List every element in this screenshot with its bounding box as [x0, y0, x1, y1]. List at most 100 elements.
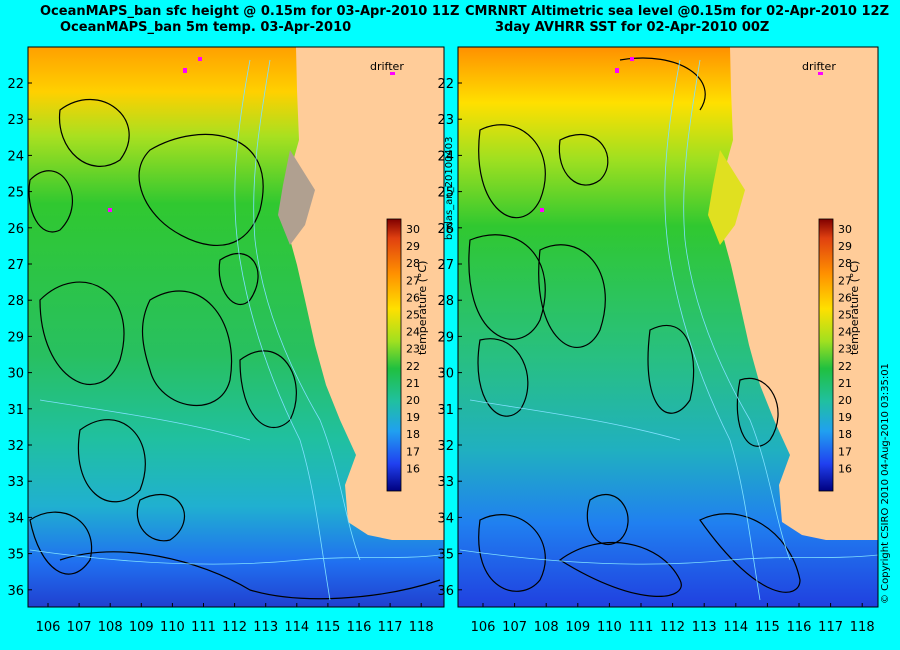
colorbar-tick-label: 20	[838, 394, 852, 407]
lon-tick-label: 109	[565, 620, 590, 635]
drifter-marker	[198, 57, 202, 61]
colorbar-tick-label: 23	[838, 343, 852, 356]
colorbar-tick-label: 27	[406, 274, 420, 287]
left-colorbar-title: temperature (°C)	[416, 260, 429, 355]
right-lat-axis: 22 23 24 25 26 27 28 29 30 31 32 33 34 35 36	[437, 77, 462, 599]
lon-tick-label: 113	[253, 620, 278, 635]
right-map-title: CMRNRT Altimetric sea level @0.15m for 0…	[465, 4, 890, 19]
right-map-subtitle: 3day AVHRR SST for 02-Apr-2010 00Z	[495, 20, 770, 35]
lat-tick-label: 29	[437, 330, 454, 345]
drifter-marker	[818, 72, 823, 75]
colorbar-tick-label: 21	[838, 377, 852, 390]
right-coast-warm	[708, 150, 745, 245]
colorbar-tick-label: 29	[838, 240, 852, 253]
left-land	[286, 47, 444, 540]
lat-tick-label: 25	[437, 186, 454, 201]
right-map: drifter	[458, 47, 878, 607]
lat-tick-label: 25	[7, 186, 24, 201]
right-colorbar-ticks: 30 29 28 27 26 25 24 23 22 21 20 19 18 17 16	[838, 223, 852, 475]
colorbar-tick-label: 19	[838, 411, 852, 424]
lat-tick-label: 33	[7, 475, 24, 490]
lon-tick-label: 106	[36, 620, 61, 635]
left-map-title: OceanMAPS_ban sfc height @ 0.15m for 03-…	[40, 4, 460, 19]
colorbar-tick-label: 30	[838, 223, 852, 236]
lon-tick-label: 111	[191, 620, 216, 635]
lon-tick-label: 108	[98, 620, 123, 635]
lat-tick-label: 35	[7, 548, 24, 563]
left-isobaths	[29, 59, 441, 601]
product-id-label: bodas_an_20100403	[444, 136, 455, 240]
right-contours	[468, 57, 801, 597]
lat-tick-label: 32	[7, 439, 24, 454]
colorbar-tick-label: 25	[838, 309, 852, 322]
left-map: drifter	[28, 47, 444, 607]
left-colorbar: 30 29 28 27 26 25 24 23 22 21 20 19 18 17 16	[386, 218, 420, 492]
lat-tick-label: 34	[437, 511, 454, 526]
lat-tick-label: 27	[7, 258, 24, 273]
colorbar-tick-label: 25	[406, 309, 420, 322]
lon-tick-label: 107	[502, 620, 527, 635]
left-colorbar-ticks: 30 29 28 27 26 25 24 23 22 21 20 19 18 17 16	[406, 223, 420, 475]
right-drifters	[540, 57, 823, 212]
right-colorbar: 30 29 28 27 26 25 24 23 22 21 20 19 18 17 16	[818, 218, 852, 492]
right-isobaths	[459, 59, 878, 601]
lon-tick-label: 114	[284, 620, 309, 635]
colorbar-tick-label: 17	[838, 445, 852, 458]
colorbar-tick-label: 22	[838, 360, 852, 373]
lat-tick-label: 22	[437, 77, 454, 92]
lat-tick-label: 36	[437, 584, 454, 599]
colorbar-tick-label: 27	[838, 274, 852, 287]
lat-tick-label: 29	[7, 330, 24, 345]
drifter-marker	[630, 57, 634, 61]
lon-tick-label: 106	[471, 620, 496, 635]
left-contours	[28, 98, 441, 600]
left-lat-axis: 22 23 24 25 26 27 28 29 30 31 32 33 34 35 36	[7, 77, 32, 599]
colorbar-tick-label: 23	[406, 343, 420, 356]
lon-tick-label: 110	[160, 620, 185, 635]
lat-tick-label: 28	[437, 294, 454, 309]
lat-tick-label: 30	[7, 367, 24, 382]
colorbar-tick-label: 17	[406, 445, 420, 458]
lat-tick-label: 24	[7, 149, 24, 164]
right-colorbar-title: temperature (°C)	[848, 260, 861, 355]
lon-tick-label: 117	[818, 620, 843, 635]
lat-tick-label: 28	[7, 294, 24, 309]
right-drifter-label: drifter	[802, 60, 836, 73]
lat-tick-label: 26	[437, 222, 454, 237]
lat-tick-label: 36	[7, 584, 24, 599]
lat-tick-label: 23	[7, 113, 24, 128]
drifter-marker	[540, 208, 544, 212]
left-map-frame	[27, 46, 445, 608]
colorbar-tick-label: 16	[406, 462, 420, 475]
lat-tick-label: 31	[7, 403, 24, 418]
lat-tick-label: 34	[7, 511, 24, 526]
left-drifter-label: drifter	[370, 60, 404, 73]
right-map-frame	[457, 46, 879, 608]
lon-tick-label: 112	[222, 620, 247, 635]
colorbar-tick-label: 26	[406, 291, 420, 304]
lat-tick-label: 33	[437, 475, 454, 490]
colorbar-tick-label: 21	[406, 377, 420, 390]
lon-tick-label: 108	[534, 620, 559, 635]
colorbar-tick-label: 26	[838, 291, 852, 304]
lat-tick-label: 22	[7, 77, 24, 92]
left-land-shaded	[278, 150, 315, 245]
colorbar-tick-label: 24	[406, 326, 420, 339]
left-drifters	[108, 57, 395, 212]
lat-tick-label: 32	[437, 439, 454, 454]
lon-tick-label: 118	[850, 620, 875, 635]
colorbar-tick-label: 30	[406, 223, 420, 236]
lon-tick-label: 109	[129, 620, 154, 635]
lon-tick-label: 115	[315, 620, 340, 635]
lat-tick-label: 27	[437, 258, 454, 273]
lat-tick-label: 31	[437, 403, 454, 418]
copyright-label: © Copyright CSIRO 2010 04-Aug-2010 03:35…	[880, 363, 891, 604]
lon-tick-label: 114	[723, 620, 748, 635]
lon-tick-label: 110	[597, 620, 622, 635]
left-colorbar-ramp	[386, 218, 402, 492]
lat-tick-label: 24	[437, 149, 454, 164]
left-lon-axis: 106 107 108 109 110 111 112 113 114 115 116 117 118	[36, 603, 434, 635]
lat-tick-label: 35	[437, 548, 454, 563]
colorbar-tick-label: 19	[406, 411, 420, 424]
